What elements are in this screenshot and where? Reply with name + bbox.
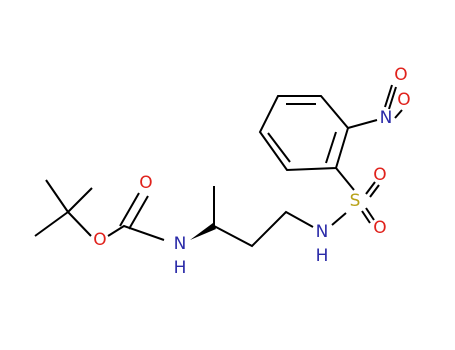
carbamate-bonds bbox=[107, 192, 165, 241]
atom-label: N bbox=[174, 234, 187, 254]
sulfonamide-bonds bbox=[331, 167, 380, 226]
nitro-bonds bbox=[347, 84, 403, 129]
atom-label: O bbox=[394, 65, 407, 85]
atom-label: O bbox=[93, 230, 106, 250]
atom-label: N bbox=[380, 108, 393, 128]
atom-label: O bbox=[397, 90, 410, 110]
bonds bbox=[34, 84, 403, 248]
atom-label: O bbox=[373, 165, 386, 185]
atom-label: H bbox=[174, 258, 187, 278]
wedge-bond bbox=[190, 223, 216, 240]
atom-label: O bbox=[139, 173, 152, 193]
benzene-ring bbox=[258, 95, 350, 172]
atom-label: S bbox=[350, 191, 361, 211]
atom-label: N bbox=[316, 222, 329, 242]
atom-label: H bbox=[316, 246, 329, 266]
atom-label: O bbox=[373, 218, 386, 238]
tert-butyl-bonds bbox=[34, 179, 93, 237]
chain-bonds bbox=[213, 186, 314, 248]
atom-labels: O O N H N H S O O N O O bbox=[93, 65, 410, 278]
